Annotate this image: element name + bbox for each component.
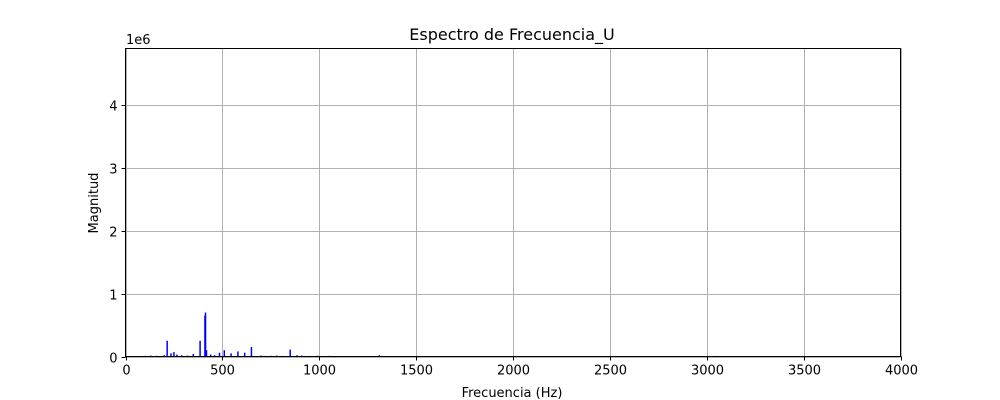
spectrum-bar <box>289 349 291 357</box>
spectrum-bar <box>180 355 183 357</box>
spectrum-bar <box>250 347 253 357</box>
y-tick-label: 1 <box>109 289 117 304</box>
x-axis-label: Frecuencia (Hz) <box>462 386 563 400</box>
y-tick-label: 3 <box>109 163 117 178</box>
x-axis-ticks: 0 500 1000 1500 2000 2500 3000 3500 4000 <box>122 356 918 379</box>
spectrum-bar <box>210 354 212 357</box>
spectrum-bar <box>176 354 178 357</box>
spectrum-bar <box>223 350 226 357</box>
x-tick-label: 1500 <box>400 364 433 379</box>
spectrum-bar <box>173 352 175 357</box>
x-tick-label: 1000 <box>303 364 336 379</box>
spectrum-bar <box>163 355 165 357</box>
y-tick-label: 2 <box>109 226 117 241</box>
x-tick-label: 2000 <box>497 364 530 379</box>
spectrum-bar <box>218 352 221 357</box>
y-tick-label: 0 <box>109 352 117 367</box>
spectrum-bar <box>192 353 195 357</box>
spectrum-bar <box>296 355 298 357</box>
spectrum-bar <box>243 352 246 357</box>
grid <box>125 48 902 358</box>
x-tick-label: 2500 <box>594 364 627 379</box>
x-tick-label: 0 <box>122 364 130 379</box>
spectrum-bar <box>378 355 381 357</box>
x-tick-label: 3000 <box>691 364 724 379</box>
y-tick-label: 4 <box>109 100 117 115</box>
spectrum-bar <box>204 312 207 357</box>
y-axis-label: Magnitud <box>87 173 102 234</box>
chart-title: Espectro de Frecuencia_U <box>409 25 615 45</box>
x-tick-label: 4000 <box>885 364 918 379</box>
y-axis-ticks: 0 1 2 3 4 <box>109 100 126 367</box>
spectrum-bar <box>166 340 168 357</box>
spectrum-bar <box>205 350 208 357</box>
spectrum-bars <box>144 312 717 357</box>
spectrum-bar <box>213 355 216 357</box>
x-tick-label: 500 <box>210 364 235 379</box>
y-scale-label: 1e6 <box>126 33 151 48</box>
x-tick-label: 3500 <box>788 364 821 379</box>
spectrum-bar <box>170 353 172 357</box>
spectrum-bar <box>230 353 232 357</box>
spectrum-bar <box>237 351 239 357</box>
spectrum-bar <box>199 340 201 357</box>
